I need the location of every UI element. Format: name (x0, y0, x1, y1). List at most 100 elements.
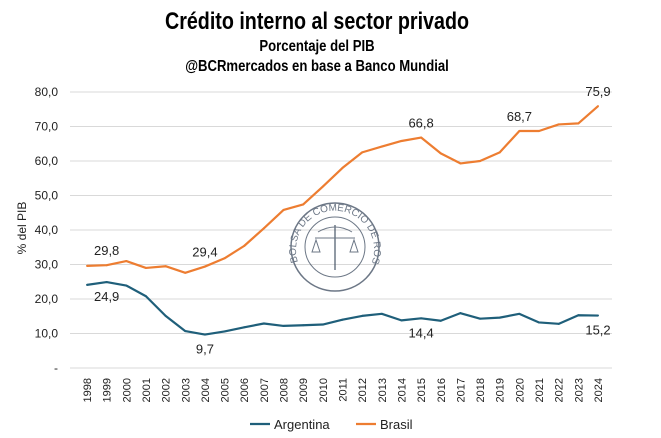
x-tick-label: 2013 (377, 378, 389, 402)
series-line-brasil (86, 105, 599, 274)
data-label: 66,8 (408, 116, 433, 131)
chart-source: @BCRmercados en base a Banco Mundial (185, 58, 449, 75)
data-point (577, 122, 580, 125)
bcr-seal-watermark: BOLSA DE COMERCIO DE ROSARIO (0, 0, 382, 292)
data-point (400, 319, 403, 322)
x-tick-label: 2014 (396, 378, 408, 402)
chart-title: Crédito interno al sector privado (164, 8, 469, 35)
x-tick-label: 2017 (455, 378, 467, 402)
x-tick-label: 2012 (357, 378, 369, 402)
x-tick-label: 2016 (436, 378, 448, 402)
data-point (105, 281, 108, 284)
data-label: 75,9 (585, 84, 610, 99)
data-label: 15,2 (585, 323, 610, 338)
data-point (243, 326, 246, 329)
x-tick-label: 2005 (220, 378, 232, 402)
legend-label: Brasil (380, 417, 413, 432)
x-tick-label: 2015 (416, 378, 428, 402)
data-point (302, 203, 305, 206)
data-point (282, 324, 285, 327)
data-point (184, 330, 187, 333)
data-point (321, 185, 324, 188)
data-label: 29,8 (94, 243, 119, 258)
data-point (203, 265, 206, 268)
data-point (164, 314, 167, 317)
data-point (125, 260, 128, 263)
data-point (498, 316, 501, 319)
data-point (282, 208, 285, 211)
data-point (341, 166, 344, 169)
x-tick-label: 2000 (121, 378, 133, 402)
x-tick-label: 2018 (475, 378, 487, 402)
y-tick-label: 20,0 (35, 292, 59, 306)
y-tick-label: 70,0 (35, 120, 59, 134)
data-point (538, 321, 541, 324)
x-tick-label: 2008 (279, 378, 291, 402)
data-point (459, 312, 462, 315)
y-tick-label: 30,0 (35, 258, 59, 272)
data-label: 24,9 (94, 289, 119, 304)
x-tick-label: 2023 (573, 378, 585, 402)
data-point (380, 145, 383, 148)
x-tick-label: 1999 (102, 378, 114, 402)
data-point (400, 139, 403, 142)
data-point (86, 283, 88, 286)
data-point (144, 266, 147, 269)
y-tick-label: 80,0 (35, 85, 59, 99)
data-point (479, 160, 482, 162)
data-point (144, 295, 147, 298)
data-point (380, 312, 383, 315)
data-point (557, 123, 560, 126)
x-tick-label: 2021 (534, 378, 546, 402)
data-label: 14,4 (408, 325, 433, 340)
legend: Argentina Brasil (250, 417, 413, 432)
data-point (321, 323, 324, 326)
y-tick-label: 10,0 (35, 327, 59, 341)
data-label: 9,7 (196, 342, 214, 357)
y-tick-label: 40,0 (35, 223, 59, 237)
data-point (262, 227, 265, 230)
data-point (557, 322, 560, 325)
x-tick-label: 2020 (514, 378, 526, 402)
x-tick-label: 2009 (298, 378, 310, 402)
data-point (518, 312, 521, 315)
data-point (498, 151, 501, 154)
data-point (203, 333, 206, 336)
data-point (86, 264, 88, 267)
data-point (223, 330, 226, 333)
data-point (302, 324, 305, 327)
y-tick-label: 60,0 (35, 154, 59, 168)
y-tick-label: 50,0 (35, 189, 59, 203)
data-point (341, 318, 344, 321)
data-point (184, 271, 187, 274)
data-label: 29,4 (192, 245, 217, 260)
data-point (577, 314, 580, 317)
data-point (518, 129, 521, 132)
data-point (420, 136, 423, 139)
data-point (439, 319, 442, 322)
data-point (479, 317, 482, 320)
data-point (538, 129, 541, 132)
legend-label: Argentina (274, 417, 330, 432)
data-point (459, 162, 462, 165)
data-point (597, 105, 599, 108)
x-tick-label: 2007 (259, 378, 271, 402)
x-tick-label: 2001 (141, 378, 153, 402)
x-tick-label: 2019 (495, 378, 507, 402)
x-tick-label: 2006 (239, 378, 251, 402)
x-tick-label: 2004 (200, 378, 212, 402)
y-axis-label: % del PIB (15, 202, 29, 255)
data-point (439, 152, 442, 155)
x-tick-label: 2011 (338, 378, 350, 402)
data-label: 68,7 (507, 109, 532, 124)
data-point (125, 284, 128, 287)
x-tick-label: 2022 (554, 378, 566, 402)
data-point (164, 265, 167, 268)
data-point (105, 264, 108, 267)
x-tick-label: 2002 (161, 378, 173, 402)
chart-subtitle: Porcentaje del PIB (259, 38, 375, 55)
data-point (420, 317, 423, 320)
data-point (361, 314, 364, 317)
data-point (223, 257, 226, 260)
